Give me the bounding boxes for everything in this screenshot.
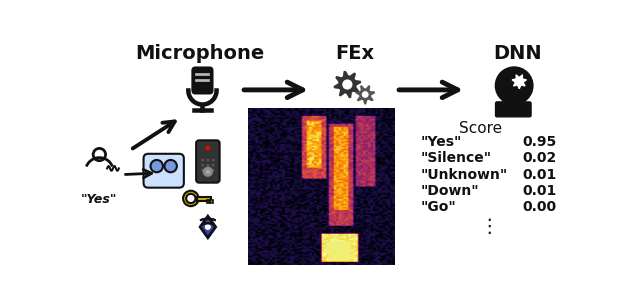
- Circle shape: [207, 169, 209, 172]
- Text: 0.95: 0.95: [522, 135, 557, 149]
- Polygon shape: [511, 74, 527, 89]
- Circle shape: [495, 67, 533, 104]
- Text: DNN: DNN: [493, 44, 542, 63]
- Text: 0.01: 0.01: [522, 168, 557, 182]
- Text: 0.00: 0.00: [522, 200, 557, 214]
- Circle shape: [205, 146, 210, 150]
- Circle shape: [207, 164, 209, 167]
- Text: "Yes": "Yes": [81, 193, 118, 206]
- Text: Time (s): Time (s): [298, 240, 360, 253]
- Polygon shape: [200, 216, 216, 238]
- FancyBboxPatch shape: [495, 102, 531, 117]
- Circle shape: [164, 160, 177, 172]
- Circle shape: [201, 164, 204, 167]
- FancyBboxPatch shape: [143, 154, 184, 188]
- Bar: [508, 98, 521, 108]
- Polygon shape: [333, 71, 361, 98]
- Text: Frequency (Hz): Frequency (Hz): [255, 134, 268, 222]
- Text: Microphone: Microphone: [136, 44, 265, 63]
- Circle shape: [516, 79, 522, 84]
- Circle shape: [186, 194, 195, 203]
- Circle shape: [362, 91, 369, 98]
- Bar: [207, 200, 209, 203]
- Circle shape: [203, 167, 213, 177]
- Text: 0.02: 0.02: [522, 152, 557, 165]
- Circle shape: [212, 169, 214, 172]
- Bar: [210, 200, 212, 203]
- Circle shape: [183, 191, 198, 206]
- Text: Score: Score: [460, 121, 502, 136]
- Circle shape: [212, 164, 214, 167]
- Bar: [197, 197, 211, 201]
- Text: 0.01: 0.01: [522, 184, 557, 198]
- Circle shape: [201, 169, 204, 172]
- Circle shape: [205, 170, 210, 174]
- Text: "Down": "Down": [421, 184, 479, 198]
- FancyBboxPatch shape: [196, 140, 220, 183]
- Circle shape: [207, 158, 209, 162]
- Circle shape: [205, 225, 210, 229]
- Text: "Go": "Go": [421, 200, 457, 214]
- Text: FEx: FEx: [335, 44, 374, 63]
- Circle shape: [342, 79, 353, 90]
- Text: "Unknown": "Unknown": [421, 168, 508, 182]
- Text: "Yes": "Yes": [421, 135, 462, 149]
- Text: Feature Vectors: Feature Vectors: [277, 174, 388, 187]
- Circle shape: [150, 160, 163, 172]
- Text: ⋮: ⋮: [479, 217, 499, 236]
- Circle shape: [201, 158, 204, 162]
- Polygon shape: [355, 85, 375, 104]
- Circle shape: [212, 158, 214, 162]
- FancyBboxPatch shape: [191, 67, 214, 94]
- Text: "Silence": "Silence": [421, 152, 492, 165]
